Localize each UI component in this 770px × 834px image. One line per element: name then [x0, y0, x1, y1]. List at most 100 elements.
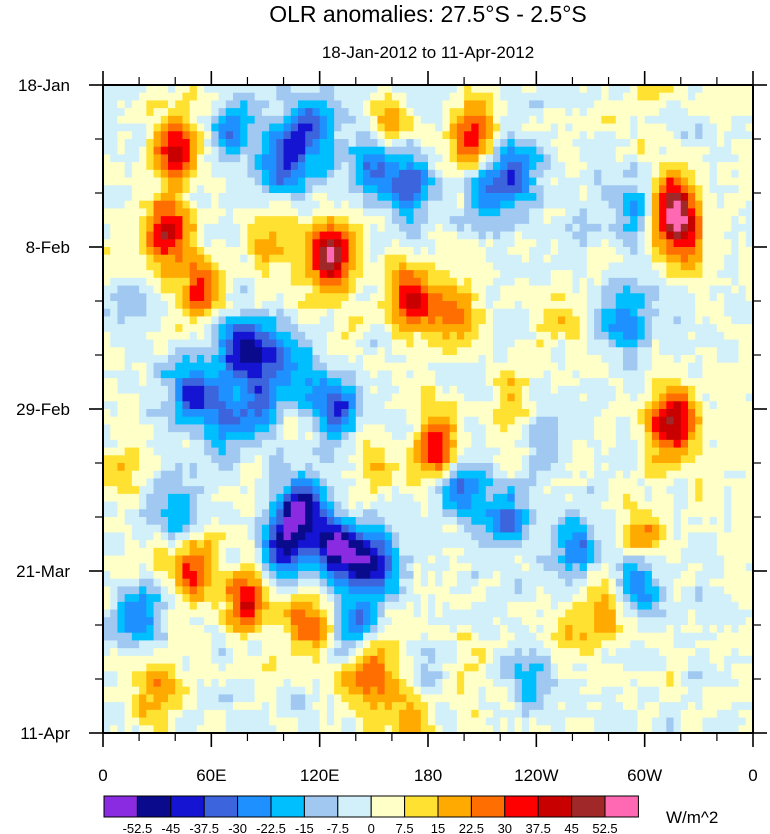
heatmap-cell [312, 378, 321, 387]
heatmap-cell [168, 100, 176, 109]
heatmap-cell [659, 123, 667, 132]
heatmap-cell [290, 208, 299, 217]
heatmap-cell [673, 262, 682, 271]
heatmap-cell [601, 193, 610, 202]
heatmap-cell [305, 324, 314, 333]
heatmap-cell [514, 100, 523, 109]
heatmap-cell [442, 316, 451, 325]
heatmap-cell [348, 200, 357, 210]
heatmap-cell [623, 239, 631, 248]
heatmap-cell [355, 447, 364, 456]
heatmap-cell [348, 177, 357, 186]
heatmap-cell [536, 378, 545, 387]
heatmap-cell [680, 185, 689, 194]
heatmap-cell [543, 200, 552, 210]
heatmap-cell [464, 216, 472, 225]
heatmap-cell [659, 385, 667, 395]
heatmap-cell [514, 308, 523, 318]
heatmap-cell [666, 169, 675, 179]
heatmap-cell [254, 193, 263, 202]
heatmap-cell [485, 385, 494, 395]
heatmap-cell [464, 85, 472, 94]
heatmap-cell [363, 370, 371, 379]
heatmap-cell [731, 146, 740, 156]
heatmap-cell [745, 223, 753, 233]
heatmap-cell [218, 316, 227, 325]
heatmap-cell [716, 347, 725, 356]
heatmap-cell [550, 154, 559, 163]
heatmap-cell [247, 115, 256, 125]
heatmap-cell [608, 362, 617, 372]
heatmap-cell [290, 393, 299, 402]
heatmap-cell [305, 432, 314, 441]
heatmap-cell [334, 509, 342, 518]
heatmap-cell [558, 162, 566, 171]
heatmap-cell [261, 470, 270, 480]
heatmap-cell [204, 247, 212, 256]
heatmap-cell [608, 447, 617, 456]
heatmap-cell [630, 193, 639, 202]
heatmap-cell [688, 139, 696, 148]
heatmap-cell [644, 486, 653, 495]
heatmap-cell [521, 285, 530, 294]
heatmap-cell [579, 393, 588, 402]
heatmap-cell [355, 331, 364, 341]
heatmap-cell [456, 355, 465, 364]
heatmap-cell [449, 193, 458, 202]
heatmap-cell [254, 324, 263, 333]
heatmap-cell [363, 154, 371, 163]
heatmap-cell [695, 409, 704, 418]
heatmap-cell [464, 223, 472, 233]
heatmap-cell [724, 339, 732, 348]
heatmap-cell [406, 339, 415, 348]
heatmap-cell [478, 92, 487, 102]
heatmap-cell [579, 362, 588, 372]
heatmap-cell [124, 277, 133, 287]
heatmap-cell [485, 301, 494, 310]
heatmap-cell [110, 432, 119, 441]
heatmap-cell [456, 270, 465, 279]
heatmap-cell [471, 247, 480, 256]
heatmap-cell [709, 131, 718, 140]
heatmap-cell [579, 100, 588, 109]
heatmap-cell [550, 177, 559, 186]
heatmap-cell [558, 85, 566, 94]
heatmap-cell [399, 355, 407, 364]
heatmap-cell [225, 401, 234, 410]
heatmap-cell [175, 154, 184, 163]
heatmap-cell [471, 123, 480, 132]
heatmap-cell [630, 223, 639, 233]
heatmap-cell [276, 208, 285, 217]
heatmap-cell [731, 301, 740, 310]
heatmap-cell [608, 486, 617, 495]
heatmap-cell [579, 277, 588, 287]
heatmap-cell [558, 501, 566, 510]
heatmap-cell [688, 92, 696, 102]
heatmap-cell [500, 470, 509, 480]
heatmap-cell [680, 115, 689, 125]
heatmap-cell [269, 439, 277, 449]
heatmap-cell [175, 162, 184, 171]
heatmap-cell [738, 293, 747, 302]
heatmap-cell [326, 493, 335, 503]
heatmap-cell [298, 169, 306, 179]
heatmap-cell [731, 432, 740, 441]
heatmap-cell [543, 370, 552, 379]
heatmap-cell [377, 401, 386, 410]
heatmap-cell [666, 470, 675, 480]
heatmap-cell [319, 316, 328, 325]
heatmap-cell [702, 355, 711, 364]
heatmap-cell [471, 439, 480, 449]
heatmap-cell [644, 270, 653, 279]
heatmap-cell [565, 385, 574, 395]
heatmap-cell [442, 455, 451, 464]
heatmap-cell [377, 208, 386, 217]
heatmap-cell [659, 200, 667, 210]
heatmap-cell [131, 416, 140, 426]
heatmap-cell [745, 200, 753, 210]
heatmap-cell [550, 347, 559, 356]
heatmap-cell [485, 478, 494, 487]
heatmap-cell [298, 339, 306, 348]
heatmap-cell [594, 200, 602, 210]
heatmap-cell [456, 463, 465, 472]
